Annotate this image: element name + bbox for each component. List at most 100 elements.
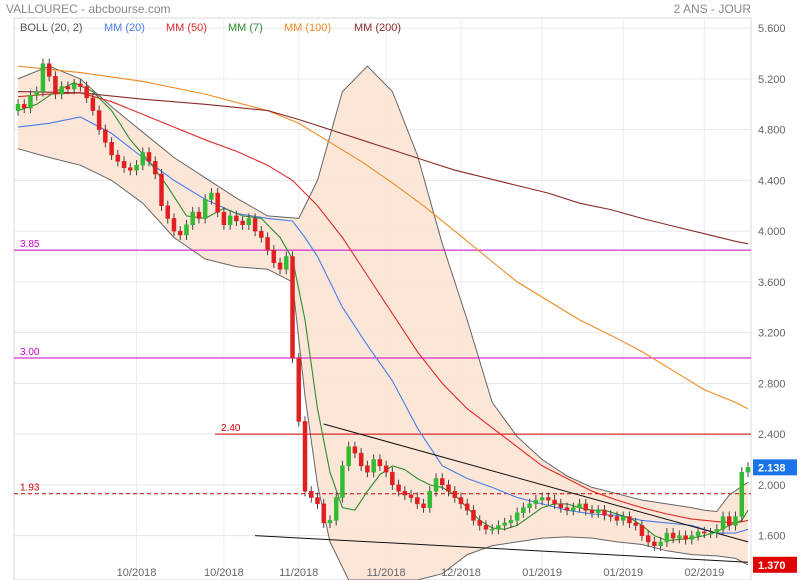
- candle-body: [720, 516, 726, 530]
- x-tick-label: 11/2018: [367, 567, 406, 579]
- candle-body: [252, 218, 258, 232]
- ma-line-7: [17, 82, 749, 542]
- y-tick-label: 4.400: [758, 175, 786, 187]
- candle-body: [234, 215, 239, 222]
- candle-body: [352, 446, 358, 454]
- candle-body: [402, 490, 408, 496]
- candle-body: [383, 465, 389, 473]
- candle-body: [221, 211, 227, 226]
- candle-body: [677, 535, 682, 539]
- candle-body: [583, 503, 589, 511]
- candle-body: [159, 173, 164, 207]
- candle-body: [371, 459, 376, 473]
- candle-body: [477, 520, 482, 526]
- candle-body: [103, 129, 108, 143]
- candle-body: [115, 154, 121, 162]
- candle-body: [489, 529, 495, 531]
- y-tick-label: 3.600: [758, 277, 786, 289]
- horizontal-levels: 3.85 3.00 2.40 1.93: [14, 239, 751, 495]
- candle-body: [146, 152, 152, 162]
- y-tick-label: 2.000: [758, 480, 786, 492]
- ma-line-50: [17, 92, 749, 524]
- candle-body: [440, 478, 445, 486]
- candle-body: [184, 224, 189, 236]
- candle-body: [471, 509, 476, 521]
- candle-body: [695, 531, 701, 536]
- candle-body: [315, 497, 320, 505]
- legend: BOLL (20, 2) MM (20) MM (50) MM (7) MM (100)…: [20, 22, 401, 34]
- trend-line-lower: [255, 535, 749, 563]
- candle-body: [59, 86, 64, 95]
- candle-body: [645, 535, 651, 543]
- legend-item: MM (200): [354, 22, 401, 34]
- candle-body: [209, 192, 214, 200]
- x-tick-label: 02/2019: [684, 567, 724, 579]
- candle-body: [134, 164, 139, 171]
- candle-body: [664, 532, 670, 543]
- x-tick-label: 01/2019: [603, 567, 643, 579]
- candle-body: [171, 218, 177, 232]
- candle-body: [702, 531, 707, 534]
- candle-body: [564, 507, 570, 511]
- candle-body: [21, 104, 27, 109]
- candle-body: [546, 497, 551, 501]
- candle-body: [346, 446, 351, 467]
- x-tick-label: 12/2018: [441, 567, 481, 579]
- candle-body: [358, 452, 364, 467]
- candle-body: [265, 237, 270, 251]
- bollinger-band: [17, 65, 749, 580]
- candle-body: [202, 199, 208, 219]
- candle-body: [539, 497, 545, 501]
- candle-body: [109, 142, 114, 156]
- candle-body: [421, 503, 426, 508]
- legend-item: BOLL (20, 2): [20, 22, 83, 34]
- candle-body: [689, 535, 695, 540]
- candle-body: [496, 525, 501, 530]
- candle-body: [84, 86, 89, 99]
- candle-body: [577, 503, 582, 508]
- y-tick-label: 4.000: [758, 226, 786, 238]
- price-badge: [753, 556, 797, 573]
- price-badges: 2.138 1.370: [753, 459, 797, 573]
- price-badge-label: 1.370: [758, 560, 786, 572]
- candle-body: [28, 95, 33, 109]
- candle-body: [639, 525, 645, 536]
- candle-body: [190, 211, 195, 226]
- candle-body: [259, 230, 264, 238]
- candle-body: [340, 465, 345, 498]
- y-axis: 1.600 2.000 2.400 2.800 3.200 3.600 4.000 4.400…: [758, 23, 786, 542]
- level-label: 3.85: [20, 239, 40, 250]
- candle-body: [514, 512, 520, 521]
- candle-body: [508, 520, 514, 524]
- candle-body: [727, 516, 732, 526]
- candle-body: [558, 503, 564, 508]
- candle-body: [396, 484, 401, 492]
- candle-body: [215, 192, 220, 213]
- candle-body: [458, 497, 464, 505]
- candle-body: [246, 218, 252, 226]
- legend-item: MM (20): [104, 22, 145, 34]
- level-label: 3.00: [20, 347, 40, 358]
- candle-body: [165, 205, 170, 219]
- candle-body: [627, 516, 632, 524]
- candle-body: [596, 509, 601, 514]
- plot-frame: [13, 17, 752, 580]
- ma-line-100: [17, 65, 749, 410]
- candle-body: [614, 516, 620, 521]
- candle-body: [327, 520, 333, 524]
- candle-body: [670, 532, 676, 539]
- x-tick-label: 10/2018: [204, 567, 244, 579]
- bollinger-upper-line: [17, 65, 749, 513]
- candle-body: [571, 507, 576, 511]
- candle-body: [652, 541, 657, 546]
- candle-body: [78, 83, 83, 87]
- y-tick-label: 2.400: [758, 429, 786, 441]
- candle-body: [658, 541, 663, 546]
- candle-body: [708, 532, 713, 535]
- candle-body: [34, 91, 39, 96]
- candle-body: [527, 503, 532, 508]
- legend-item: MM (100): [284, 22, 331, 34]
- candle-body: [745, 467, 751, 473]
- candle-body: [483, 525, 489, 530]
- candle-body: [464, 503, 470, 511]
